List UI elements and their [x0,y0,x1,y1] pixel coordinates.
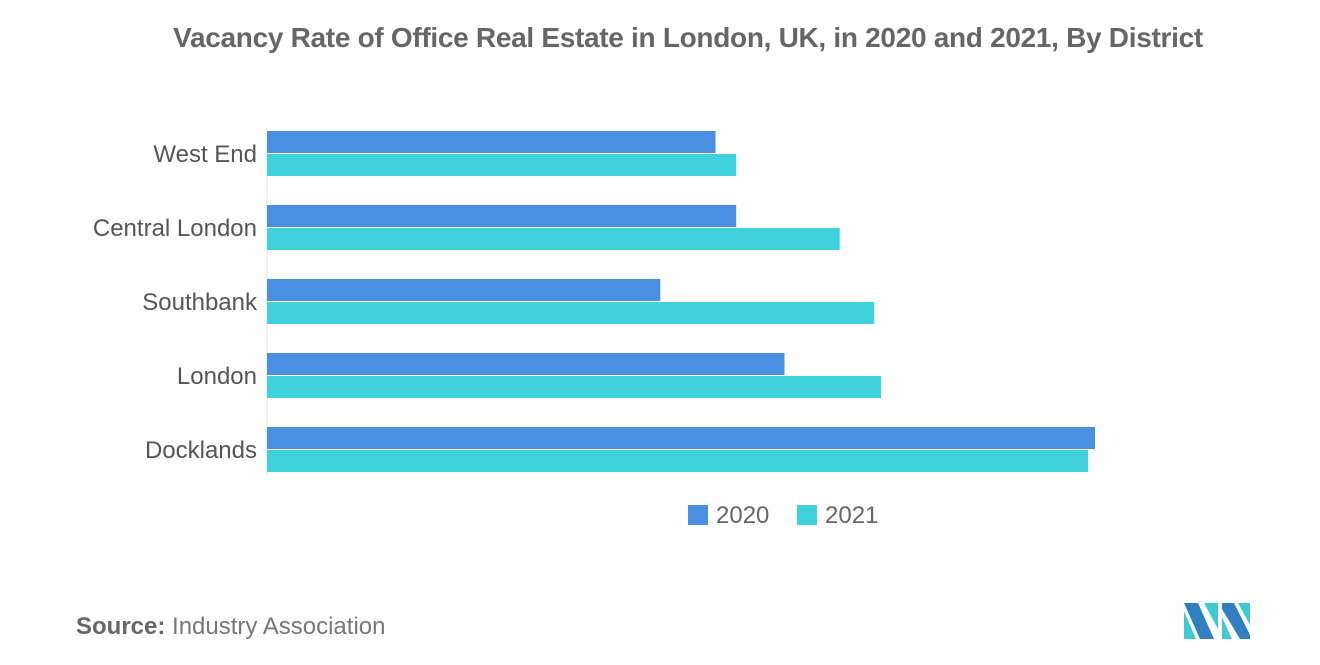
legend-label-2020: 2020 [716,502,769,529]
category-label: London [177,363,257,390]
bar-2021-docklands [267,450,1089,472]
legend-label-2021: 2021 [825,502,878,529]
category-label: West End [153,141,257,168]
bar-2020-docklands [267,427,1095,449]
chart-title: Vacancy Rate of Office Real Estate in Lo… [173,22,1203,53]
source-label: Source: [76,613,166,640]
bar-2021-central-london [267,228,840,250]
bar-2021-southbank [267,302,875,324]
bar-2020-southbank [267,279,661,301]
category-label: Southbank [142,289,258,316]
bar-2020-london [267,353,785,375]
bar-2020-west-end [267,131,716,153]
category-label: Docklands [145,437,257,464]
legend-swatch-2020 [688,505,708,525]
source-text: Industry Association [172,613,386,640]
mordor-logo-icon [1184,603,1250,639]
legend-swatch-2021 [797,505,817,525]
bar-chart: West End Central London Southbank London Doc… [93,128,1095,529]
category-label: Central London [93,215,257,242]
source-note: Source: Industry Association [76,613,385,641]
bar-2020-central-london [267,205,737,227]
bar-2021-london [267,376,882,398]
bar-2021-west-end [267,154,737,176]
